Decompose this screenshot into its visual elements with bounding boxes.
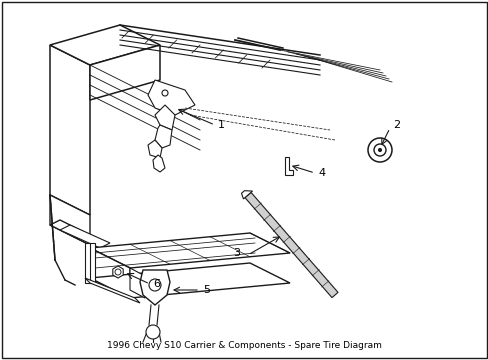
Polygon shape (50, 45, 90, 215)
Polygon shape (50, 220, 100, 245)
Circle shape (373, 144, 385, 156)
Text: 1996 Chevy S10 Carrier & Components - Spare Tire Diagram: 1996 Chevy S10 Carrier & Components - Sp… (106, 341, 381, 350)
Text: 3: 3 (232, 248, 239, 258)
Text: 5: 5 (203, 285, 209, 295)
Text: 6: 6 (153, 279, 160, 289)
Polygon shape (155, 125, 172, 148)
Text: 4: 4 (317, 168, 325, 178)
Polygon shape (148, 140, 162, 158)
Polygon shape (50, 25, 160, 65)
Polygon shape (153, 155, 164, 172)
Text: 1: 1 (218, 120, 224, 130)
Polygon shape (148, 80, 195, 115)
Polygon shape (241, 191, 252, 199)
Polygon shape (130, 268, 145, 298)
Polygon shape (155, 105, 175, 130)
Polygon shape (113, 266, 123, 278)
Circle shape (367, 138, 391, 162)
Polygon shape (85, 278, 140, 303)
Polygon shape (244, 192, 337, 298)
Polygon shape (90, 263, 289, 298)
Circle shape (378, 149, 381, 152)
Circle shape (162, 90, 168, 96)
Circle shape (149, 279, 161, 291)
Polygon shape (285, 157, 292, 175)
Polygon shape (140, 270, 170, 305)
Circle shape (146, 325, 160, 339)
Polygon shape (60, 225, 110, 248)
Polygon shape (90, 233, 289, 268)
Polygon shape (85, 243, 95, 283)
Polygon shape (50, 195, 90, 245)
Circle shape (115, 269, 121, 275)
Text: 2: 2 (392, 120, 399, 130)
Polygon shape (90, 248, 130, 298)
Polygon shape (90, 45, 160, 100)
